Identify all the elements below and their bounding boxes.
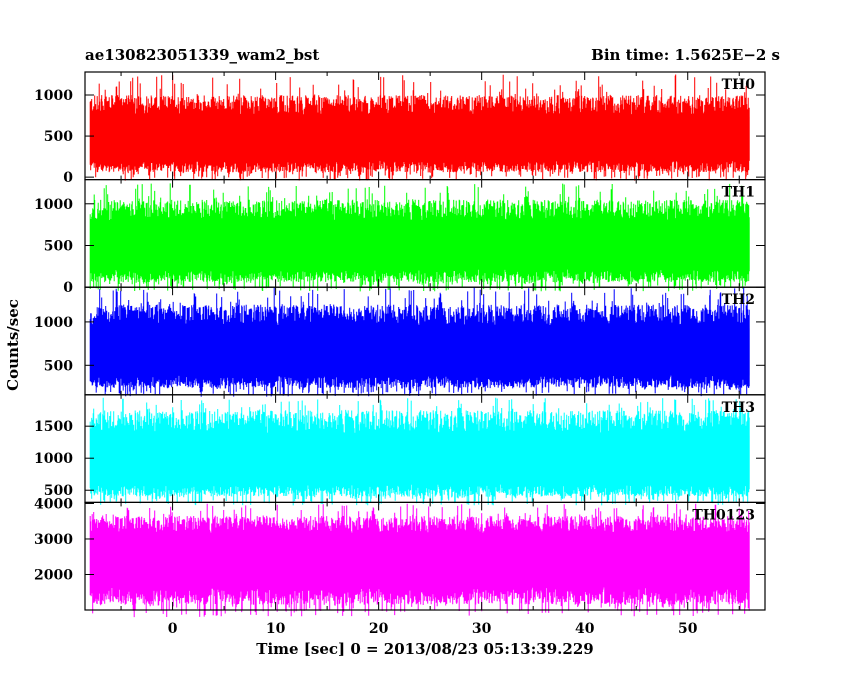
y-tick-label: 1500 <box>34 419 73 435</box>
y-tick-label: 500 <box>44 358 73 374</box>
y-tick-label: 1000 <box>34 451 73 467</box>
x-tick-label: 0 <box>168 621 178 637</box>
panel-th3: 500 1000 1500 TH3 <box>34 394 766 506</box>
y-tick-label: 0 <box>63 170 73 186</box>
y-tick-label: 1000 <box>34 315 73 331</box>
y-tick-label: 0 <box>63 280 73 296</box>
series-band-th1 <box>90 222 750 270</box>
bin-time-label: Bin time: 1.5625E−2 s <box>591 46 780 64</box>
panel-th1: 0 500 1000 TH1 <box>34 179 766 296</box>
x-tick-label: 40 <box>575 621 595 637</box>
panel-label-th1: TH1 <box>722 185 755 201</box>
y-tick-label: 4000 <box>34 496 73 512</box>
panel-label-th2: TH2 <box>722 292 755 308</box>
panel-label-th3: TH3 <box>722 400 755 416</box>
y-axis-label: Counts/sec <box>4 299 22 391</box>
y-tick-label: 1000 <box>34 197 73 213</box>
x-tick-label: 10 <box>266 621 286 637</box>
x-tick-label: 50 <box>678 621 698 637</box>
panel-label-th0123: TH0123 <box>692 507 755 523</box>
panel-th0123: 2000 3000 4000 TH0123 <box>34 496 766 618</box>
x-tick-label: 20 <box>369 621 389 637</box>
x-axis: 0 10 20 30 40 50 <box>168 621 698 637</box>
y-tick-label: 3000 <box>34 532 73 548</box>
y-tick-label: 500 <box>44 483 73 499</box>
plot-title: ae130823051339_wam2_bst <box>85 46 319 64</box>
series-band-th3 <box>90 435 750 485</box>
y-tick-label: 500 <box>44 238 73 254</box>
y-tick-label: 500 <box>44 129 73 145</box>
panel-th2: 500 1000 TH2 <box>34 286 766 397</box>
series-band-th0123 <box>90 535 750 588</box>
series-band-th0 <box>90 116 750 161</box>
x-axis-label: Time [sec] 0 = 2013/08/23 05:13:39.229 <box>256 640 593 658</box>
panels-group: 0 500 1000 TH0 0 500 1000 TH1 500 1000 TH2 500 1000 1… <box>34 71 766 618</box>
series-band-th2 <box>90 328 750 376</box>
panel-frame <box>84 501 766 611</box>
x-tick-label: 30 <box>472 621 492 637</box>
y-tick-label: 2000 <box>34 567 73 583</box>
y-tick-label: 1000 <box>34 88 73 104</box>
panel-label-th0: TH0 <box>722 77 756 93</box>
panel-th0: 0 500 1000 TH0 <box>34 71 766 186</box>
